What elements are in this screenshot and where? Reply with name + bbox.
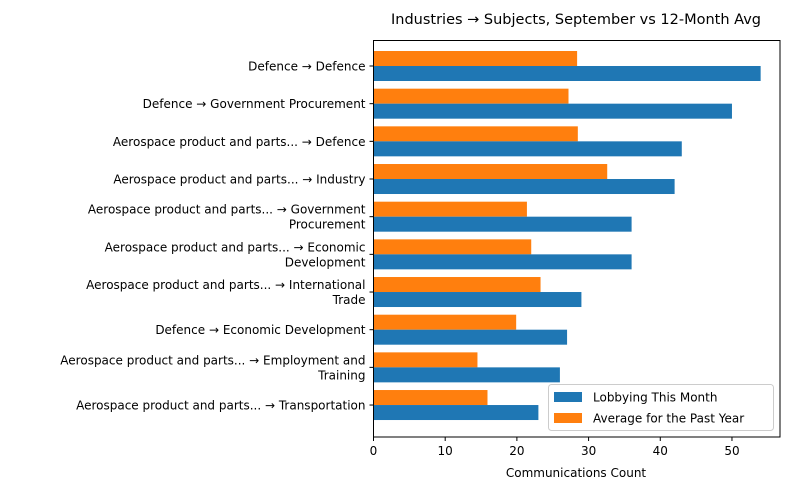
x-tick-label: 0 <box>370 444 378 458</box>
y-tick-label: Defence → Government Procurement <box>143 97 366 111</box>
legend: Lobbying This Month Average for the Past … <box>548 384 774 431</box>
bar-average-past-year <box>373 239 532 255</box>
x-tick-label: 50 <box>724 444 739 458</box>
bar-lobbying-this-month <box>373 216 632 232</box>
bar-average-past-year <box>373 352 478 368</box>
bar-average-past-year <box>373 88 569 104</box>
legend-swatch <box>554 413 582 423</box>
legend-swatch <box>554 392 582 402</box>
y-tick-label: Defence → Economic Development <box>155 323 365 337</box>
bar-lobbying-this-month <box>373 103 732 119</box>
y-tick-label: Aerospace product and parts... → Transpo… <box>76 399 365 413</box>
bar-average-past-year <box>373 51 578 66</box>
bar-lobbying-this-month <box>373 405 539 421</box>
y-tick-label: Defence → Defence <box>248 60 365 74</box>
x-tick-label: 20 <box>509 444 524 458</box>
x-tick-label: 30 <box>581 444 596 458</box>
x-tick-label: 10 <box>438 444 453 458</box>
y-tick-label: Aerospace product and parts... → Economi… <box>105 240 366 269</box>
bar-average-past-year <box>373 314 517 330</box>
chart-title: Industries → Subjects, September vs 12-M… <box>391 12 761 28</box>
y-tick-label: Aerospace product and parts... → Employm… <box>60 353 365 382</box>
bar-lobbying-this-month <box>373 141 682 157</box>
bar-average-past-year <box>373 390 488 406</box>
x-tick-label: 40 <box>653 444 668 458</box>
bar-lobbying-this-month <box>373 66 761 81</box>
bar-average-past-year <box>373 164 608 180</box>
plot-frame <box>373 40 781 438</box>
bar-average-past-year <box>373 277 541 293</box>
bar-lobbying-this-month <box>373 329 568 345</box>
legend-box <box>548 384 774 431</box>
y-tick-label: Aerospace product and parts... → Governm… <box>88 203 366 232</box>
legend-label: Average for the Past Year <box>593 412 744 426</box>
x-axis-label: Communications Count <box>506 466 647 480</box>
y-tick-label: Aerospace product and parts... → Industr… <box>113 173 365 187</box>
y-tick-label: Aerospace product and parts... → Defence <box>113 135 366 149</box>
legend-label: Lobbying This Month <box>593 391 717 405</box>
bar-average-past-year <box>373 126 578 142</box>
bar-lobbying-this-month <box>373 367 560 383</box>
y-tick-label: Aerospace product and parts... → Interna… <box>86 278 365 307</box>
bar-lobbying-this-month <box>373 254 632 270</box>
bar-lobbying-this-month <box>373 292 582 308</box>
bar-lobbying-this-month <box>373 179 675 195</box>
bar-average-past-year <box>373 201 527 217</box>
